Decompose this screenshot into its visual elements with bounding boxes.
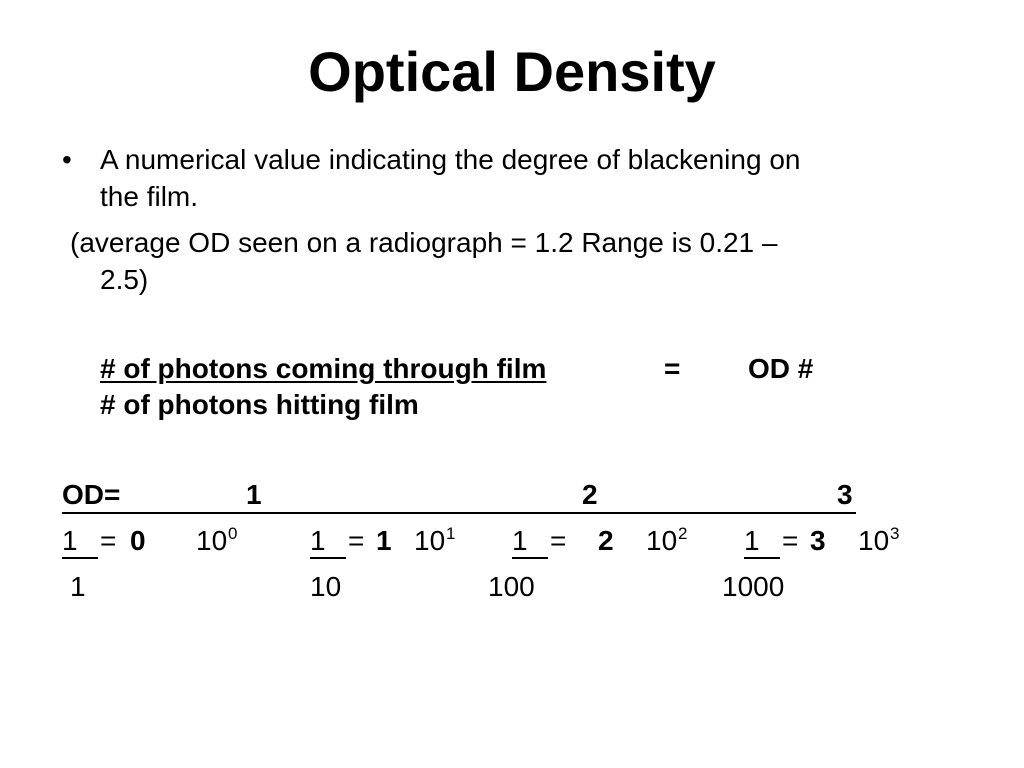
example-2-fraction-bar — [310, 557, 346, 559]
example-1-exponent: 0 — [228, 524, 238, 543]
example-1-od: 0 — [130, 525, 146, 556]
example-3-equals: = — [550, 525, 567, 556]
average-od-line-2: 2.5) — [100, 264, 149, 295]
example-3-numerator: 1 — [512, 525, 528, 556]
od-header-underline — [62, 512, 856, 514]
example-3-base: 10 — [646, 525, 678, 556]
formula-equals: = — [664, 353, 681, 384]
example-3-od: 2 — [598, 525, 614, 556]
formula-denominator: # of photons hitting film — [100, 389, 419, 420]
slide-title: Optical Density — [308, 40, 716, 103]
example-4-od: 3 — [810, 525, 826, 556]
formula-numerator: # of photons coming through film — [100, 353, 547, 384]
definition-line-1: A numerical value indicating the degree … — [100, 144, 801, 175]
example-2-equals: = — [348, 525, 365, 556]
example-4-exponent: 3 — [890, 524, 900, 543]
example-1-fraction-bar — [62, 557, 98, 559]
od-header-value-2: 2 — [582, 479, 598, 510]
od-header-label: OD= — [62, 479, 121, 510]
example-2-exponent: 1 — [446, 524, 456, 543]
example-4-base: 10 — [858, 525, 890, 556]
example-2-denominator: 10 — [310, 571, 342, 602]
formula-result: OD # — [748, 353, 814, 384]
example-2-od: 1 — [376, 525, 392, 556]
example-1-numerator: 1 — [62, 525, 78, 556]
bullet-marker: • — [62, 144, 72, 175]
example-3-exponent: 2 — [678, 524, 688, 543]
example-2-numerator: 1 — [310, 525, 326, 556]
example-1-equals: = — [100, 525, 117, 556]
average-od-line-1: (average OD seen on a radiograph = 1.2 R… — [70, 227, 778, 258]
example-4-fraction-bar — [744, 557, 780, 559]
example-1-denominator: 1 — [70, 571, 86, 602]
example-1-base: 10 — [196, 525, 228, 556]
od-header-value-3: 3 — [837, 479, 853, 510]
example-4-denominator: 1000 — [722, 571, 785, 602]
example-2-base: 10 — [414, 525, 446, 556]
example-4-equals: = — [782, 525, 799, 556]
example-3-denominator: 100 — [488, 571, 535, 602]
definition-line-2: the film. — [100, 181, 199, 212]
od-header-value-1: 1 — [246, 479, 262, 510]
example-4-numerator: 1 — [744, 525, 760, 556]
example-3-fraction-bar — [512, 557, 548, 559]
